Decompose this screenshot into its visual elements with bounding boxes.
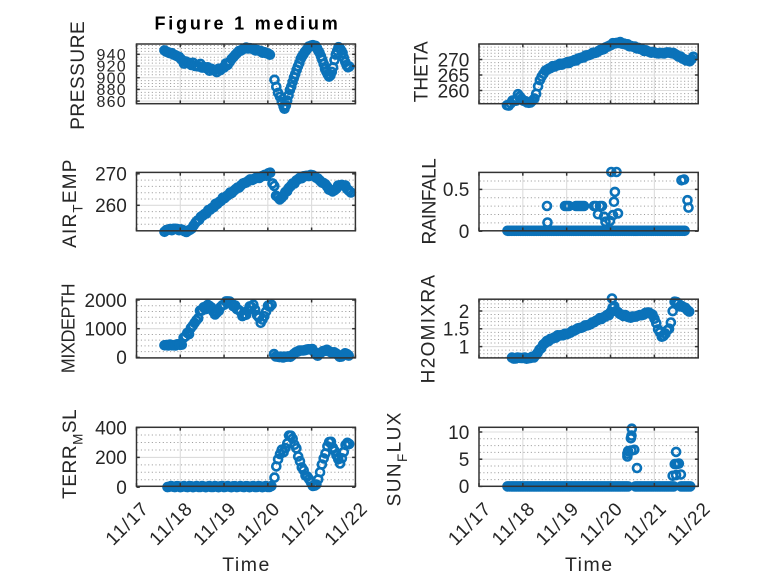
- svg-text:0: 0: [459, 477, 470, 498]
- svg-text:RAINFALL: RAINFALL: [419, 159, 440, 245]
- svg-text:2000: 2000: [85, 291, 127, 312]
- svg-text:880: 880: [97, 82, 127, 99]
- svg-text:10: 10: [448, 423, 469, 444]
- svg-text:265: 265: [438, 66, 470, 87]
- svg-text:Time: Time: [222, 554, 271, 576]
- svg-text:5: 5: [459, 450, 470, 471]
- svg-text:H2OMIXRA: H2OMIXRA: [419, 274, 440, 384]
- svg-text:1000: 1000: [85, 319, 127, 340]
- svg-text:Figure 1 medium: Figure 1 medium: [154, 14, 340, 34]
- svg-text:400: 400: [95, 418, 127, 439]
- svg-text:MIXDEPTH: MIXDEPTH: [59, 284, 79, 373]
- svg-text:SUNFLUX: SUNFLUX: [385, 411, 411, 506]
- svg-text:900: 900: [97, 70, 127, 87]
- svg-text:TERRMSL: TERRMSL: [60, 409, 86, 499]
- svg-text:AIRTEMP: AIRTEMP: [60, 158, 86, 248]
- svg-text:0: 0: [116, 478, 127, 499]
- svg-text:0.5: 0.5: [443, 180, 469, 201]
- svg-text:860: 860: [97, 94, 127, 111]
- svg-text:200: 200: [95, 448, 127, 469]
- svg-text:2: 2: [459, 302, 470, 323]
- svg-text:Time: Time: [565, 554, 614, 576]
- svg-text:THETA: THETA: [412, 41, 433, 102]
- svg-text:1.5: 1.5: [443, 320, 469, 341]
- svg-text:PRESSURE: PRESSURE: [68, 21, 89, 130]
- svg-text:260: 260: [438, 81, 470, 102]
- svg-text:920: 920: [97, 59, 127, 76]
- svg-text:0: 0: [116, 348, 127, 369]
- svg-text:940: 940: [97, 47, 127, 64]
- svg-text:0: 0: [459, 222, 470, 243]
- svg-text:1: 1: [459, 337, 470, 358]
- svg-text:270: 270: [95, 165, 127, 186]
- svg-text:260: 260: [95, 196, 127, 217]
- svg-text:270: 270: [438, 50, 470, 71]
